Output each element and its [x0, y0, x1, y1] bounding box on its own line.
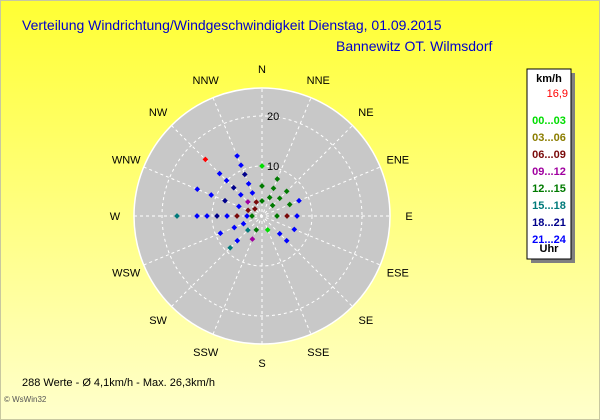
- data-point: [284, 213, 290, 219]
- direction-label-wsw: WSW: [112, 267, 141, 279]
- data-point: [245, 180, 252, 187]
- data-point: [249, 213, 255, 219]
- direction-label-n: N: [258, 64, 266, 76]
- data-point: [230, 184, 237, 191]
- data-point: [270, 185, 277, 192]
- direction-label-e: E: [405, 211, 412, 223]
- data-point: [238, 162, 244, 169]
- spokes: [134, 88, 390, 344]
- spoke-line: [212, 97, 312, 335]
- data-point: [224, 213, 230, 219]
- direction-label-nw: NW: [149, 107, 168, 119]
- legend: km/h 16,9 00...03 03...06 06...09 09...12 12…: [526, 68, 575, 263]
- data-point: [245, 199, 251, 205]
- legend-unit: km/h: [536, 73, 562, 85]
- legend-ranges: 00...03 03...06 06...09 09...12 12...15 15...…: [532, 115, 567, 246]
- data-point: [216, 170, 223, 177]
- data-point: [208, 192, 215, 198]
- data-point: [259, 163, 265, 169]
- data-point: [222, 197, 228, 204]
- direction-label-nnw: NNW: [193, 75, 220, 87]
- credit: © WsWin32: [4, 395, 47, 404]
- data-point: [231, 224, 238, 231]
- data-point: [286, 201, 293, 208]
- direction-label-ne: NE: [358, 107, 373, 119]
- data-point: [234, 237, 241, 244]
- legend-range-3: 09...12: [532, 166, 566, 178]
- data-point: [276, 230, 283, 237]
- direction-label-wnw: WNW: [112, 155, 141, 167]
- data-point: [266, 194, 273, 201]
- direction-label-ese: ESE: [387, 267, 409, 279]
- legend-range-7: 21...24: [532, 234, 567, 246]
- data-point: [217, 230, 224, 237]
- data-point: [249, 190, 256, 196]
- legend-range-6: 18...21: [532, 217, 566, 229]
- data-point: [291, 226, 298, 233]
- data-point: [241, 171, 248, 178]
- data-point: [240, 220, 247, 227]
- data-point: [264, 227, 271, 233]
- direction-label-se: SE: [359, 315, 374, 327]
- data-point: [237, 191, 244, 198]
- data-point: [236, 203, 242, 210]
- legend-max-value: 16,9: [547, 88, 568, 100]
- data-point: [274, 176, 281, 182]
- data-point: [274, 213, 280, 219]
- data-point: [245, 207, 251, 214]
- data-point: [276, 195, 283, 202]
- data-point: [194, 213, 200, 219]
- data-point: [294, 213, 300, 219]
- data-point: [252, 206, 258, 212]
- data-point: [227, 244, 234, 251]
- direction-label-s: S: [258, 358, 265, 370]
- data-point: [204, 213, 210, 219]
- direction-label-ene: ENE: [386, 155, 409, 167]
- data-point: [283, 237, 290, 244]
- data-point: [202, 156, 209, 163]
- data-point: [234, 213, 240, 219]
- data-point: [296, 197, 302, 204]
- data-point: [194, 186, 201, 193]
- legend-range-2: 06...09: [532, 149, 566, 161]
- legend-box: [526, 68, 572, 260]
- direction-label-ssw: SSW: [193, 347, 219, 359]
- radial-tick-20: 20: [267, 111, 279, 123]
- data-point: [245, 227, 251, 233]
- legend-footer: Uhr: [540, 243, 560, 255]
- data-point: [214, 213, 220, 219]
- data-point: [174, 213, 180, 219]
- stats-line: 288 Werte - Ø 4,1km/h - Max. 26,3km/h: [22, 377, 215, 389]
- legend-range-1: 03...06: [532, 132, 566, 144]
- legend-range-4: 12...15: [532, 183, 566, 195]
- data-points: [174, 153, 302, 251]
- location-label: Bannewitz OT. Wilmsdorf: [336, 38, 492, 54]
- legend-range-0: 00...03: [532, 115, 566, 127]
- data-point: [259, 183, 265, 189]
- direction-labels: N NNE NE ENE E ESE SE SSE S SSW SW WSW W WNW NW NNW: [110, 64, 413, 370]
- data-point: [253, 199, 260, 205]
- data-point: [269, 202, 276, 209]
- chart-title: Verteilung Windrichtung/Windgeschwindigk…: [22, 17, 442, 33]
- direction-label-nne: NNE: [307, 75, 330, 87]
- data-point: [283, 188, 290, 195]
- direction-label-sse: SSE: [307, 347, 329, 359]
- data-point: [253, 227, 260, 233]
- direction-label-w: W: [110, 211, 121, 223]
- data-point: [244, 213, 250, 219]
- data-point: [249, 236, 256, 242]
- data-point: [223, 177, 230, 184]
- data-point: [234, 153, 240, 159]
- radial-tick-10: 10: [267, 161, 279, 173]
- direction-label-sw: SW: [149, 315, 167, 327]
- data-point: [259, 198, 265, 204]
- legend-range-5: 15...18: [532, 200, 566, 212]
